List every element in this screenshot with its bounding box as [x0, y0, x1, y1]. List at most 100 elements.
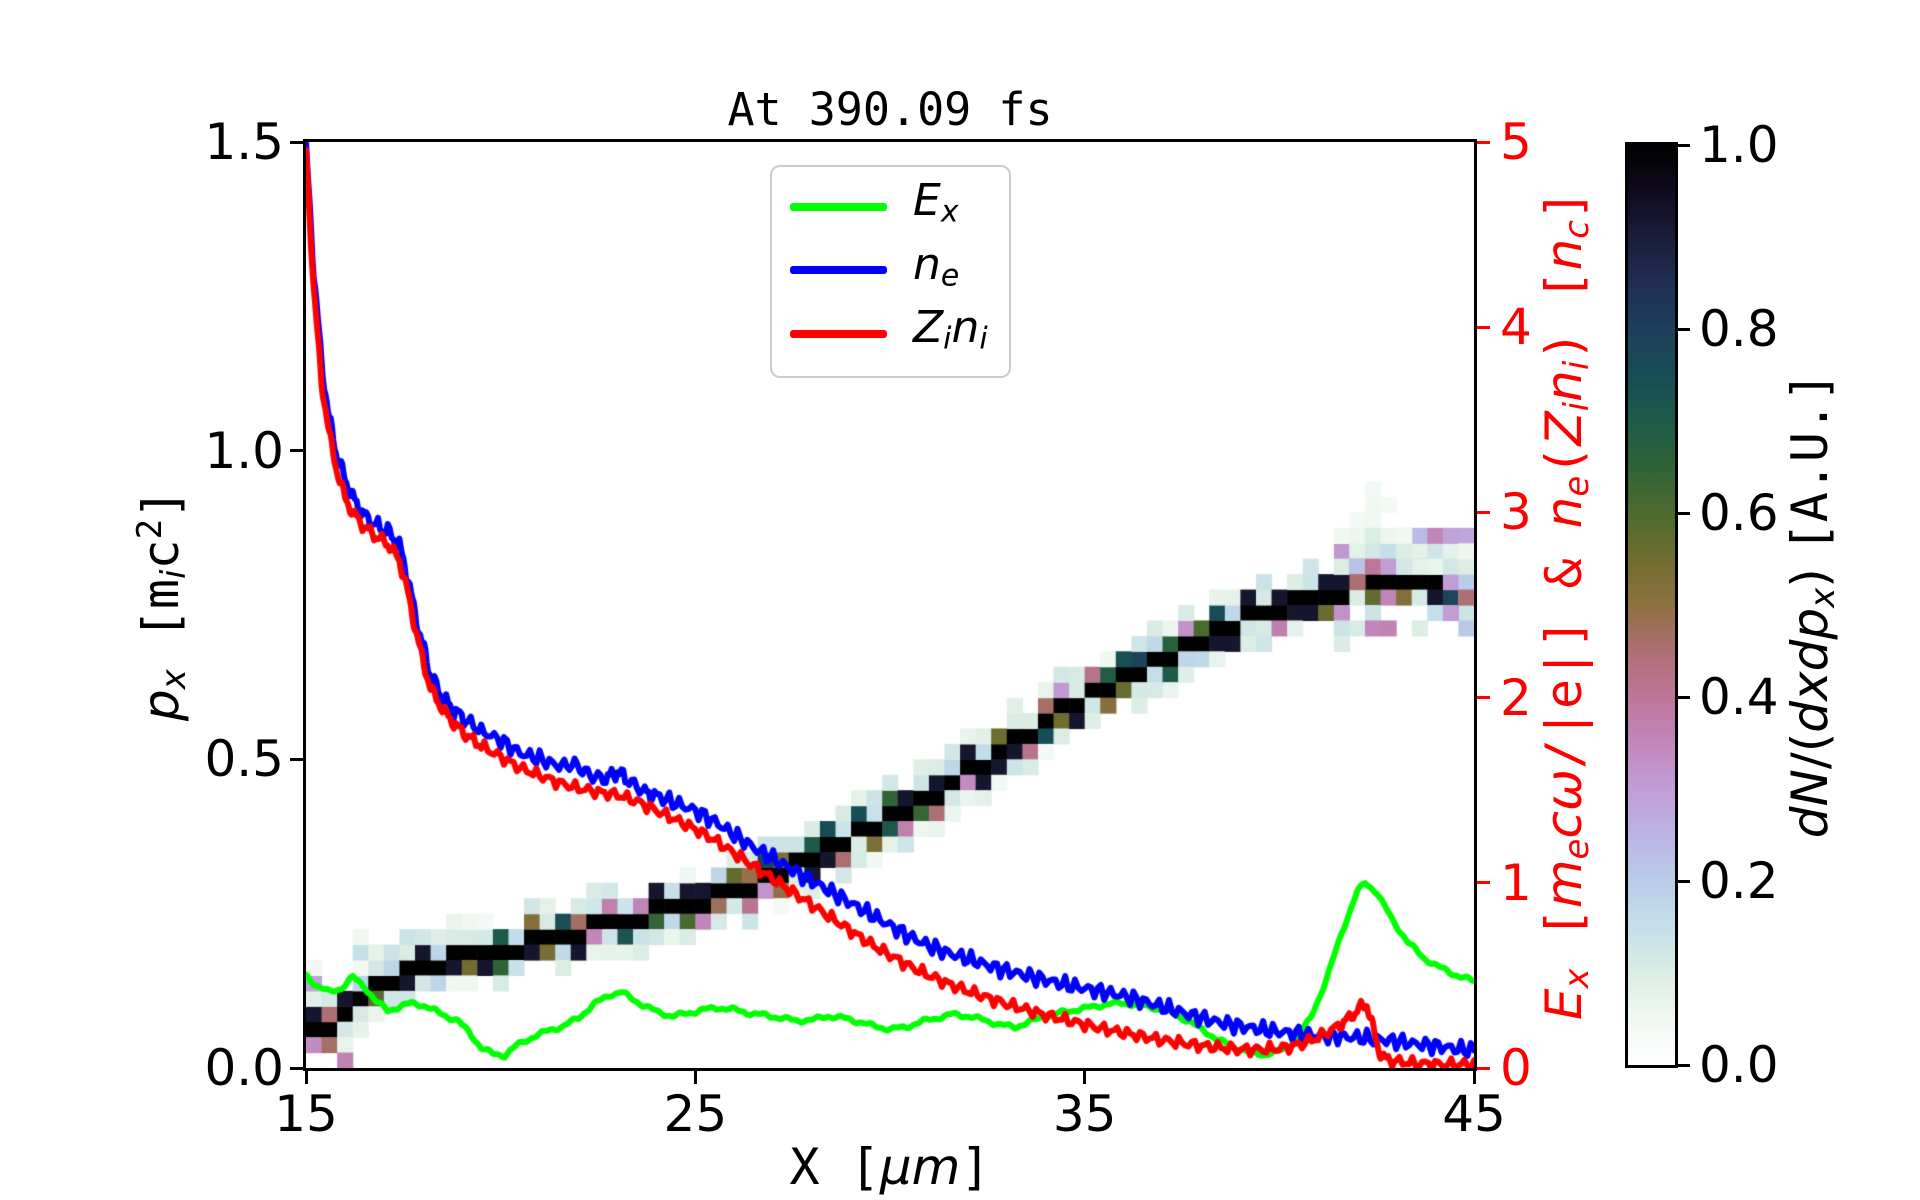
legend-entry: Ex: [790, 176, 1009, 238]
colorbar-tick-label: 0.6: [1699, 484, 1779, 542]
colorbar-label: dN/(dxdpx) [A.U.]: [1781, 372, 1843, 838]
label-segment: i: [154, 569, 195, 579]
label-segment: ): [1780, 552, 1839, 588]
label-segment: n: [1534, 496, 1593, 529]
label-segment: 2: [129, 518, 170, 540]
label-segment: m: [1534, 859, 1593, 909]
y-right-tick-label: 1: [1500, 853, 1532, 912]
label-segment: n: [951, 302, 980, 354]
x-tick-label: 45: [1442, 1085, 1506, 1143]
label-segment: e: [940, 258, 960, 294]
label-segment: n: [913, 238, 941, 290]
label-segment: i: [1557, 360, 1598, 371]
colorbar-tick-label: 0.8: [1699, 300, 1779, 358]
label-segment: x: [154, 669, 195, 690]
x-tick-mark: [1083, 1071, 1087, 1084]
y-left-axis-label: px [mic2]: [130, 489, 194, 721]
y-right-tick-label: 2: [1500, 668, 1532, 727]
y-left-tick-label: 0.5: [204, 730, 284, 789]
label-segment: i: [1557, 401, 1598, 412]
colorbar-tick-mark: [1678, 143, 1690, 147]
legend-line-Zini: [790, 330, 887, 339]
label-segment: E: [913, 175, 941, 227]
label-segment: μm: [879, 1138, 961, 1196]
y-right-tick-mark: [1477, 1066, 1490, 1070]
colorbar-tick-mark: [1678, 695, 1690, 699]
label-segment: ) [: [1534, 270, 1593, 361]
label-segment: ]: [1534, 189, 1593, 220]
y-right-tick-mark: [1477, 510, 1490, 514]
colorbar-tick-mark: [1678, 327, 1690, 331]
colorbar-tick-label: 0.4: [1699, 668, 1779, 726]
label-segment: [: [1534, 908, 1593, 969]
x-tick-label: 35: [1052, 1085, 1117, 1143]
y-left-tick-label: 1.5: [204, 113, 284, 171]
label-segment: ω: [1534, 769, 1593, 812]
y-right-tick-label: 0: [1500, 1039, 1532, 1097]
x-tick-mark: [304, 1071, 308, 1084]
label-segment: x: [1803, 587, 1844, 608]
label-segment: e: [1557, 838, 1598, 860]
legend-entry: Zini: [790, 303, 1009, 365]
colorbar-tick-label: 0.0: [1699, 1036, 1779, 1094]
label-segment: [m: [131, 578, 190, 670]
label-segment: ]: [960, 1138, 991, 1196]
y-right-tick-mark: [1477, 140, 1490, 144]
label-segment: ]: [131, 488, 190, 519]
y-right-tick-mark: [1477, 325, 1490, 329]
y-left-tick-mark: [290, 140, 303, 144]
legend-line-Ex: [790, 202, 887, 211]
label-segment: dN: [1780, 769, 1839, 839]
label-segment: E: [1534, 988, 1593, 1021]
label-segment: x: [940, 194, 959, 230]
label-segment: /|e|]: [1534, 618, 1593, 770]
label-segment: c: [1557, 220, 1598, 239]
label-segment: X [: [789, 1138, 880, 1196]
y-right-tick-label: 4: [1500, 298, 1532, 357]
label-segment: n: [1534, 370, 1593, 402]
x-tick-mark: [693, 1071, 697, 1084]
label-segment: &: [1534, 528, 1593, 619]
legend: Ex ne Zini: [770, 165, 1011, 378]
colorbar-gradient: [1625, 142, 1678, 1068]
label-segment: /(: [1780, 732, 1839, 770]
label-segment: c: [1534, 811, 1593, 839]
y-left-tick-label: 0.0: [204, 1039, 284, 1097]
label-segment: n: [1534, 238, 1593, 271]
label-segment: i: [943, 321, 952, 357]
y-left-tick-mark: [290, 757, 303, 761]
legend-entry: ne: [790, 239, 1009, 301]
y-left-tick-label: 1.0: [204, 421, 284, 480]
label-segment: c: [131, 539, 190, 570]
figure-title: At 390.09 fs: [727, 83, 1053, 136]
colorbar-tick-mark: [1678, 879, 1690, 883]
y-right-tick-mark: [1477, 881, 1490, 885]
y-left-tick-mark: [290, 1066, 303, 1070]
label-segment: p: [131, 689, 190, 722]
label-segment: dxdp: [1780, 607, 1839, 733]
label-segment: x: [1557, 968, 1598, 989]
legend-label: Zini: [913, 303, 988, 365]
y-right-tick-mark: [1477, 696, 1490, 700]
y-right-axis-label: Ex [mecω/|e|] & ne(Zini) [nc]: [1535, 190, 1597, 1020]
x-axis-label: X [μm]: [306, 1138, 1474, 1196]
legend-label: ne: [913, 238, 960, 302]
label-segment: (: [1534, 445, 1593, 476]
label-segment: e: [1557, 475, 1598, 497]
colorbar-tick-mark: [1678, 1063, 1690, 1067]
legend-label: Ex: [913, 176, 959, 238]
x-tick-label: 25: [663, 1085, 728, 1143]
label-segment: Z: [913, 302, 944, 354]
legend-line-ne: [790, 266, 887, 275]
label-segment: [A.U.]: [1780, 371, 1839, 553]
y-left-tick-mark: [290, 449, 303, 453]
y-right-tick-label: 5: [1500, 113, 1532, 171]
colorbar-tick-label: 0.2: [1699, 852, 1779, 910]
label-segment: Z: [1534, 411, 1593, 446]
colorbar-tick-label: 1.0: [1699, 116, 1779, 174]
label-segment: i: [979, 321, 988, 357]
colorbar-tick-mark: [1678, 511, 1690, 515]
x-tick-label: 15: [274, 1085, 338, 1143]
y-right-tick-label: 3: [1500, 483, 1532, 542]
